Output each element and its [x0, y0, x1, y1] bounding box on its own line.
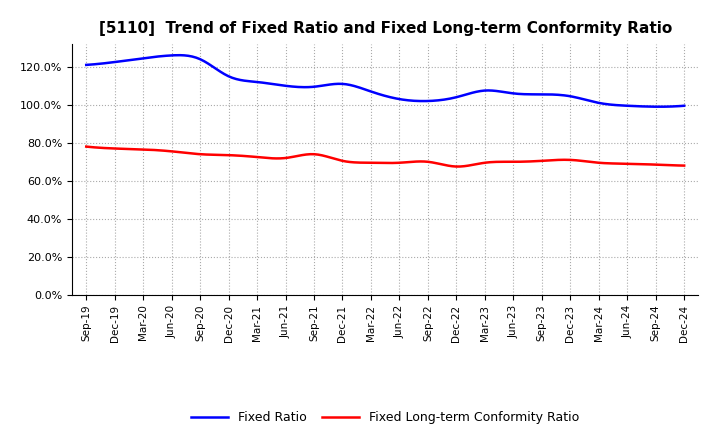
Fixed Ratio [626, 103, 634, 109]
Line: Fixed Ratio: Fixed Ratio [86, 55, 684, 107]
Fixed Ratio [438, 97, 446, 103]
Fixed Ratio [84, 62, 93, 67]
Fixed Long-term Conformity Ratio [588, 159, 596, 165]
Line: Fixed Long-term Conformity Ratio: Fixed Long-term Conformity Ratio [86, 147, 684, 167]
Fixed Ratio [450, 95, 459, 100]
Fixed Long-term Conformity Ratio [438, 162, 446, 167]
Fixed Long-term Conformity Ratio [84, 144, 93, 150]
Fixed Ratio [680, 103, 688, 108]
Fixed Long-term Conformity Ratio [680, 163, 688, 168]
Legend: Fixed Ratio, Fixed Long-term Conformity Ratio: Fixed Ratio, Fixed Long-term Conformity … [186, 407, 585, 429]
Fixed Ratio [588, 99, 596, 104]
Fixed Ratio [440, 97, 449, 102]
Fixed Long-term Conformity Ratio [436, 161, 444, 167]
Fixed Ratio [656, 104, 665, 110]
Fixed Long-term Conformity Ratio [82, 144, 91, 149]
Fixed Long-term Conformity Ratio [448, 164, 456, 169]
Fixed Ratio [174, 52, 183, 58]
Fixed Long-term Conformity Ratio [454, 164, 462, 169]
Fixed Ratio [82, 62, 91, 67]
Title: [5110]  Trend of Fixed Ratio and Fixed Long-term Conformity Ratio: [5110] Trend of Fixed Ratio and Fixed Lo… [99, 21, 672, 36]
Fixed Long-term Conformity Ratio [626, 161, 634, 166]
